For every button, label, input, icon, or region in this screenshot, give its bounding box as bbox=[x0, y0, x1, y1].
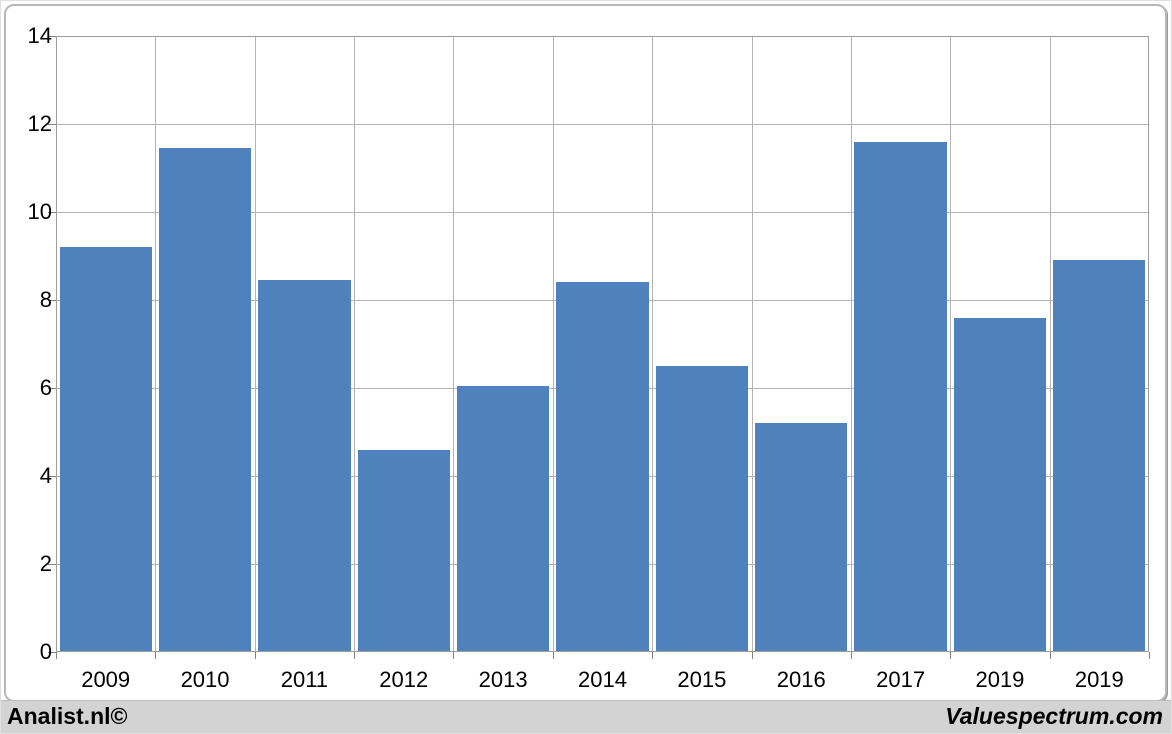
gridline-vertical bbox=[453, 36, 455, 652]
y-axis-tick bbox=[48, 388, 56, 389]
bar-2019-10 bbox=[1053, 260, 1146, 652]
y-axis-tick bbox=[48, 564, 56, 565]
x-axis-tick bbox=[56, 652, 57, 659]
x-axis-label: 2019 bbox=[975, 667, 1025, 692]
gridline-vertical bbox=[1049, 36, 1051, 652]
gridline-vertical bbox=[652, 36, 654, 652]
gridline-vertical bbox=[751, 36, 753, 652]
x-axis-label: 2015 bbox=[677, 667, 727, 692]
brand-analist: Analist.nl© bbox=[7, 702, 128, 729]
footer-bar: Analist.nl© Valuespectrum.com bbox=[1, 700, 1171, 733]
y-axis-tick bbox=[48, 124, 56, 125]
bar-2019-9 bbox=[953, 317, 1047, 652]
x-axis-label: 2016 bbox=[776, 667, 826, 692]
y-axis-label: 6 bbox=[39, 375, 52, 400]
x-axis-tick bbox=[1149, 652, 1150, 659]
x-axis-label: 2014 bbox=[578, 667, 627, 692]
chart-frame: 0 2 4 6 8 10 12 14 2009 2010 2011 2012 2013 2014 2015 2… bbox=[4, 4, 1167, 702]
gridline-horizontal bbox=[56, 212, 1149, 213]
bar-2010-1 bbox=[158, 148, 252, 652]
x-axis-tick bbox=[850, 652, 852, 659]
x-axis-label: 2009 bbox=[81, 667, 131, 692]
y-axis-tick bbox=[48, 36, 56, 37]
y-axis-tick bbox=[48, 652, 56, 653]
x-axis-label: 2011 bbox=[280, 667, 329, 692]
y-axis-label: 4 bbox=[39, 463, 52, 488]
x-axis-tick bbox=[155, 652, 157, 659]
x-axis-label: 2013 bbox=[478, 667, 528, 692]
y-axis-label: 12 bbox=[27, 111, 52, 136]
x-axis-tick bbox=[1049, 652, 1051, 659]
gridline-vertical bbox=[850, 36, 852, 652]
gridline-vertical bbox=[155, 36, 157, 652]
y-axis-tick bbox=[48, 476, 56, 477]
y-axis-label: 2 bbox=[39, 551, 52, 576]
x-axis-tick bbox=[453, 652, 455, 659]
bar-2014-5 bbox=[556, 282, 649, 652]
gridline-vertical bbox=[552, 36, 554, 652]
y-axis-label: 0 bbox=[39, 639, 52, 664]
y-axis-tick bbox=[48, 212, 56, 213]
y-axis-label: 10 bbox=[27, 199, 52, 224]
x-axis-label: 2012 bbox=[379, 667, 429, 692]
x-axis-label: 2019 bbox=[1074, 667, 1124, 692]
gridline-vertical bbox=[950, 36, 952, 652]
y-axis-label: 8 bbox=[39, 287, 52, 312]
bar-2011-2 bbox=[258, 280, 351, 652]
x-axis-tick bbox=[254, 652, 256, 659]
x-axis-tick bbox=[652, 652, 654, 659]
y-axis-tick bbox=[48, 300, 56, 301]
x-axis-tick bbox=[552, 652, 554, 659]
brand-valuespectrum: Valuespectrum.com bbox=[945, 702, 1163, 729]
x-axis-tick bbox=[751, 652, 753, 659]
x-axis-label: 2010 bbox=[180, 667, 230, 692]
bar-2013-4 bbox=[456, 385, 550, 652]
bar-2015-6 bbox=[655, 366, 749, 652]
gridline-vertical bbox=[254, 36, 256, 652]
x-axis-label: 2017 bbox=[876, 667, 926, 692]
gridline-vertical bbox=[354, 36, 356, 652]
bar-2012-3 bbox=[357, 449, 450, 652]
bar-2016-7 bbox=[755, 423, 848, 652]
bar-2009-0 bbox=[59, 247, 152, 652]
bar-2017-8 bbox=[854, 141, 947, 652]
x-axis-tick bbox=[354, 652, 356, 659]
gridline-horizontal bbox=[56, 124, 1149, 125]
x-axis-tick bbox=[950, 652, 952, 659]
y-axis-label: 14 bbox=[27, 23, 52, 48]
